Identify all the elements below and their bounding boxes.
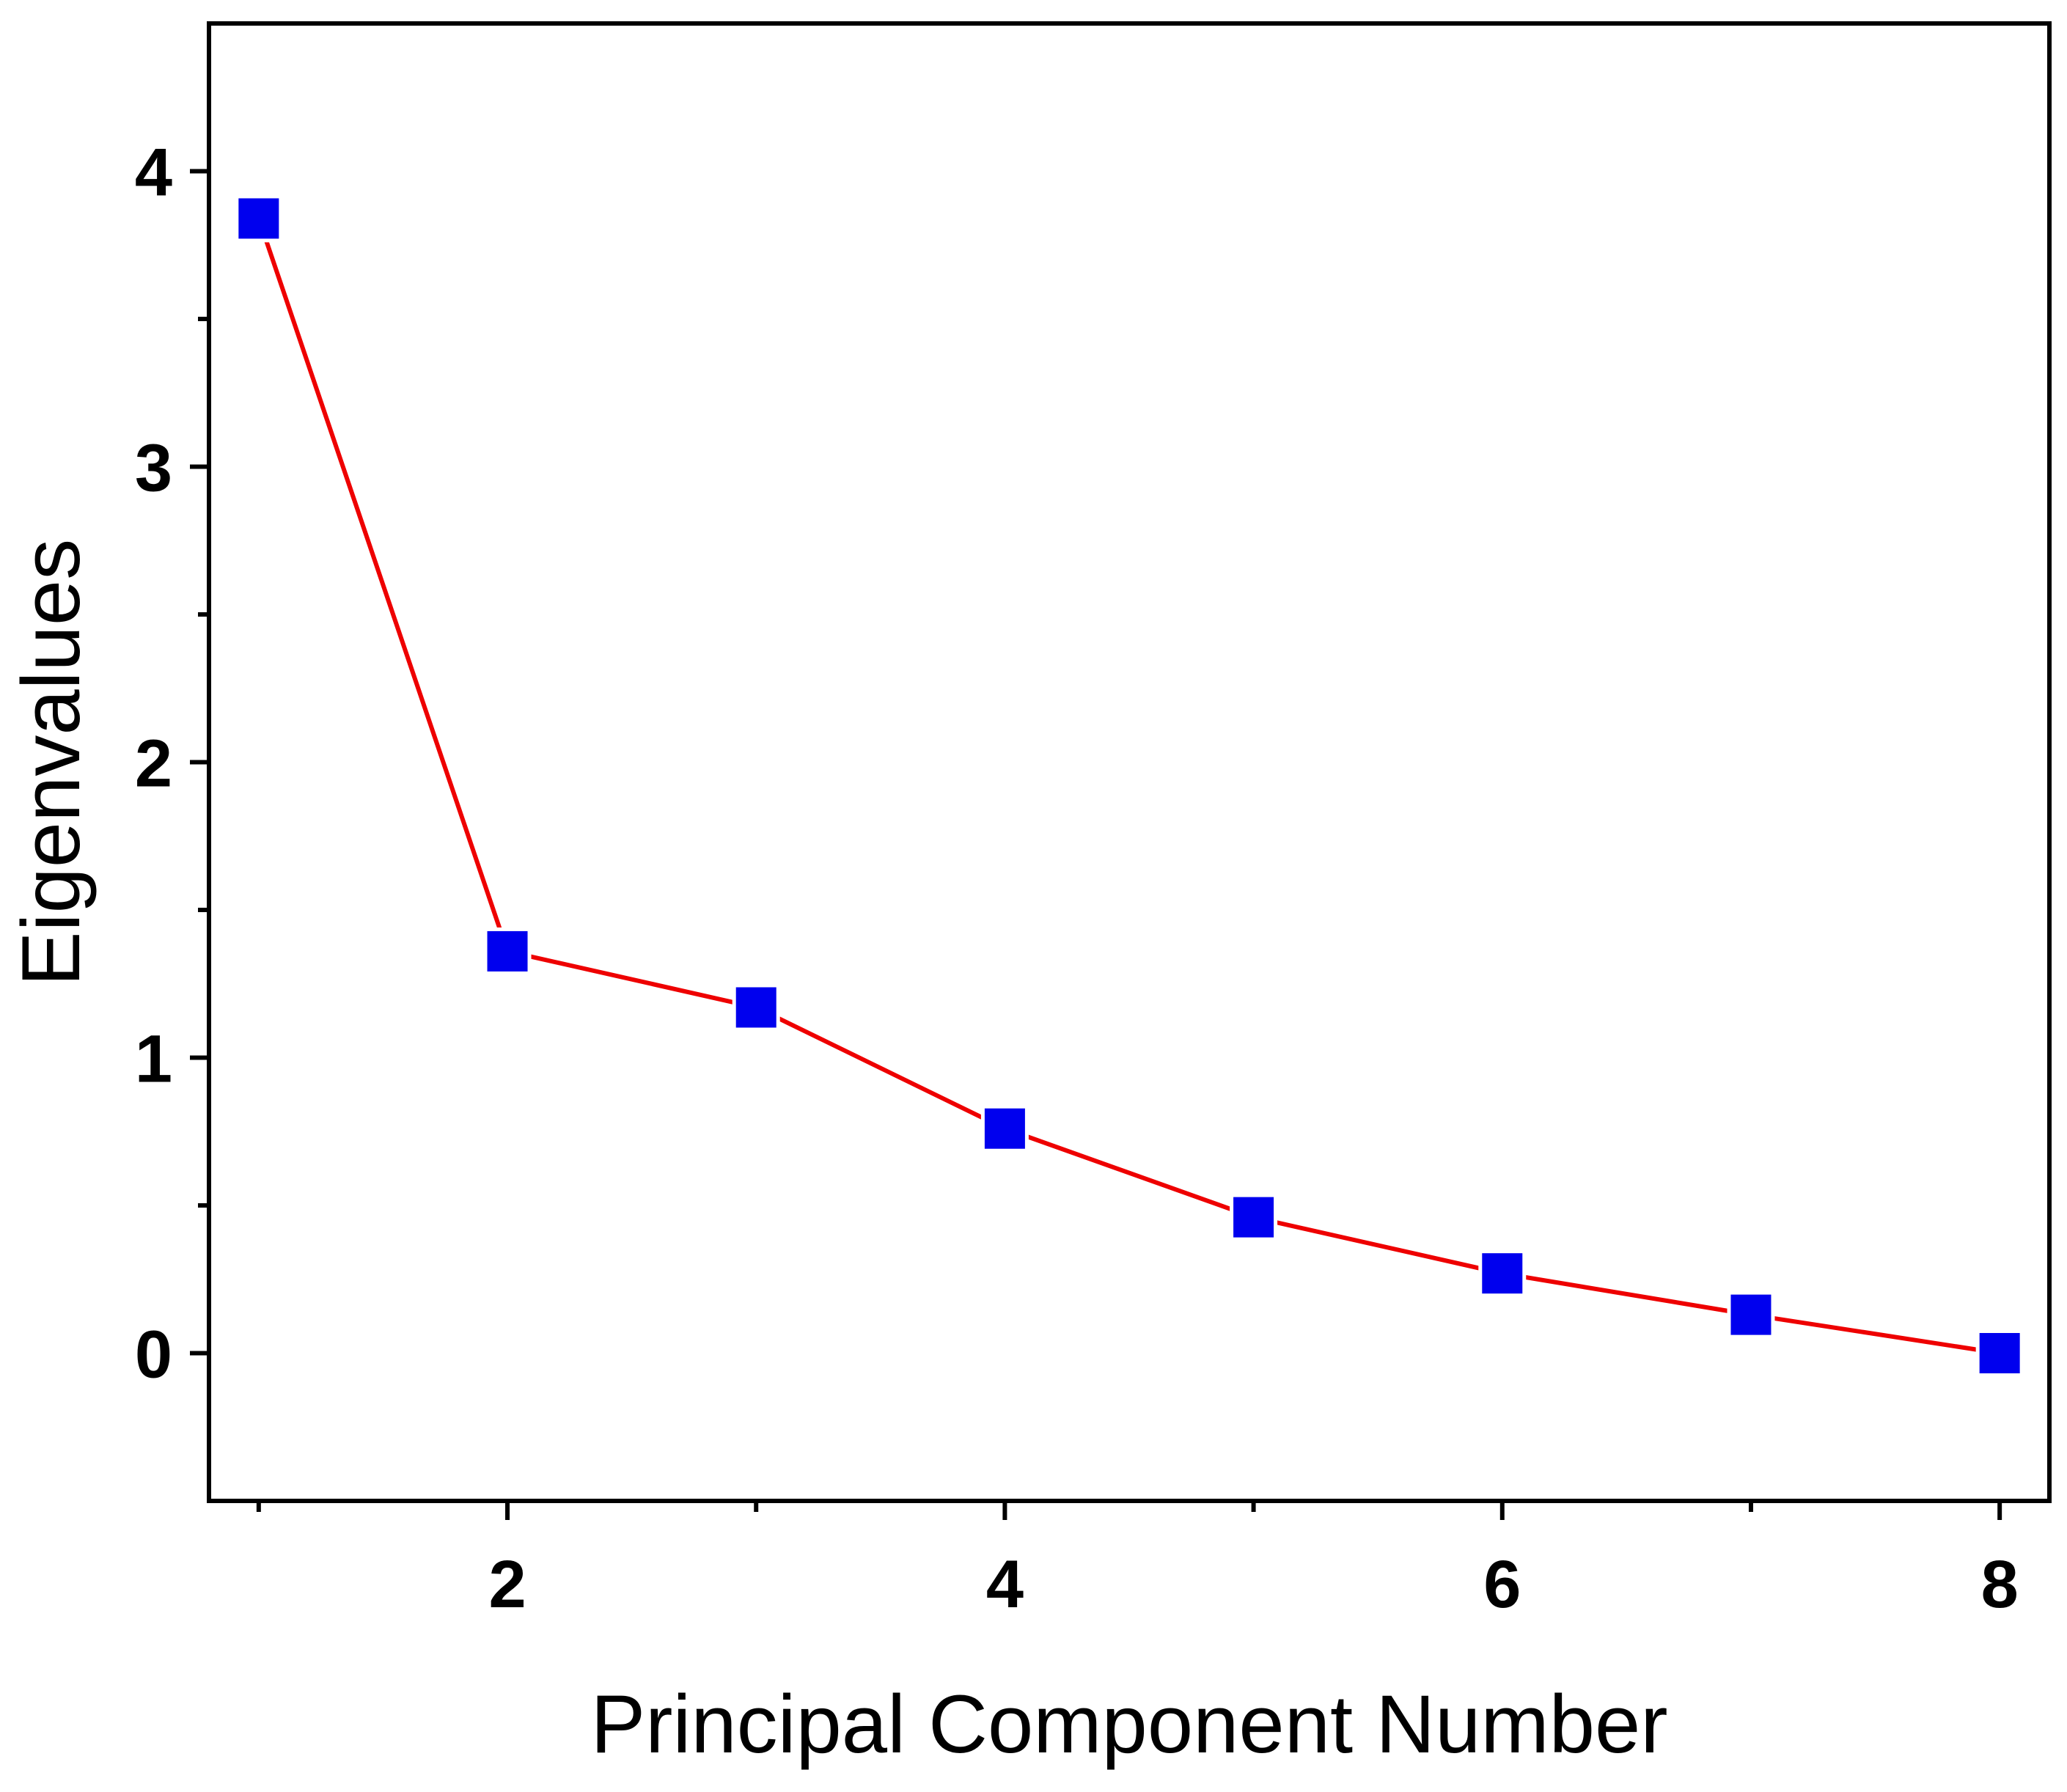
data-point-marker bbox=[1975, 1329, 2024, 1377]
y-tick-label: 2 bbox=[135, 727, 172, 801]
y-tick-label: 4 bbox=[135, 136, 172, 210]
data-point-marker bbox=[1230, 1193, 1278, 1241]
data-point-marker bbox=[732, 983, 780, 1032]
y-tick-label: 0 bbox=[135, 1318, 172, 1392]
data-point-marker bbox=[483, 927, 532, 975]
y-tick-label: 1 bbox=[135, 1022, 172, 1097]
series-layer bbox=[235, 194, 2024, 1377]
y-axis-title: Eigenvalues bbox=[5, 539, 97, 986]
tick-labels-layer: 2 4 6 8 0 1 2 3 4 bbox=[135, 136, 2019, 1623]
ticks-layer bbox=[190, 169, 2002, 1520]
plot-frame bbox=[207, 21, 2052, 1503]
data-point-marker bbox=[1727, 1290, 1775, 1339]
x-tick-label: 4 bbox=[986, 1547, 1024, 1622]
x-tick-label: 2 bbox=[488, 1547, 526, 1622]
data-point-marker bbox=[235, 194, 283, 243]
data-point-marker bbox=[1478, 1249, 1527, 1298]
x-axis-title: Principal Component Number bbox=[590, 1678, 1667, 1770]
data-point-marker bbox=[980, 1104, 1029, 1153]
x-tick-label: 6 bbox=[1483, 1547, 1521, 1622]
x-tick-label: 8 bbox=[1981, 1547, 2019, 1622]
series-line bbox=[256, 218, 2000, 1356]
y-tick-label: 3 bbox=[135, 431, 172, 506]
